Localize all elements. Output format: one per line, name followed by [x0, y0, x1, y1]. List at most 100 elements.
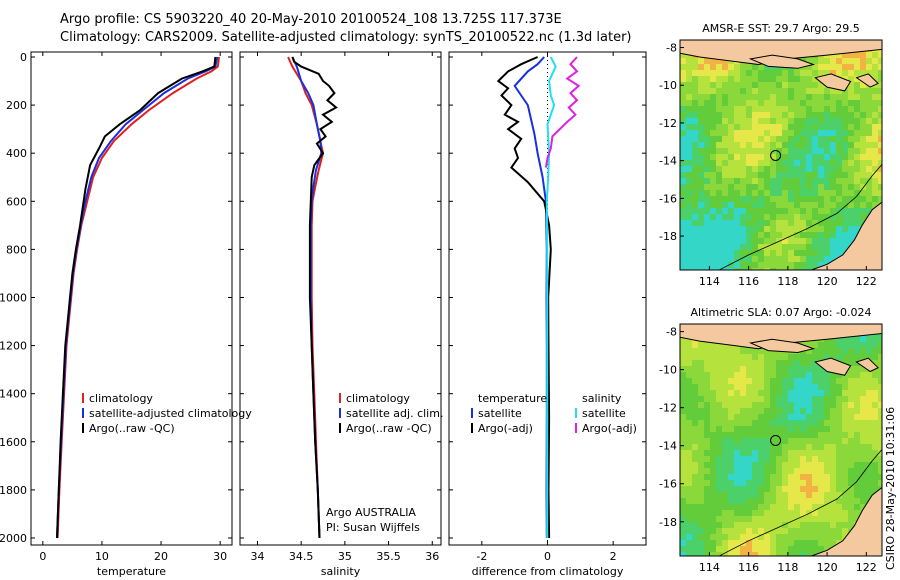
map-cell: [848, 160, 855, 167]
map-cell: [692, 444, 699, 451]
map-x-tick-label: 120: [817, 275, 838, 288]
map-cell: [752, 348, 759, 355]
map-cell: [794, 492, 801, 499]
map-cell: [692, 348, 699, 355]
map-cell: [782, 220, 789, 227]
map-cell: [878, 360, 882, 367]
map-cell: [770, 250, 777, 257]
land-island: [748, 54, 816, 69]
map-cell: [854, 100, 861, 107]
map-cell: [722, 154, 729, 161]
map-cell: [758, 384, 765, 391]
map-cell: [746, 468, 753, 475]
map-cell: [854, 366, 861, 373]
map-cell: [800, 426, 807, 433]
map-cell: [794, 172, 801, 179]
map-cell: [704, 244, 711, 251]
map-cell: [842, 510, 849, 517]
map-cell: [830, 414, 837, 421]
map-cell: [764, 250, 771, 257]
map-cell: [824, 88, 831, 95]
map-cell: [788, 492, 795, 499]
map-cell: [860, 336, 867, 343]
map-cell: [818, 160, 825, 167]
map-cell: [782, 462, 789, 469]
map-cell: [818, 64, 825, 71]
map-cell: [728, 444, 735, 451]
map-cell: [764, 184, 771, 191]
map-cell: [818, 88, 825, 95]
map-y-tick-label: -10: [659, 79, 677, 92]
map-cell: [848, 480, 855, 487]
map-cell: [830, 408, 837, 415]
map-cell: [866, 136, 873, 143]
map-y-tick-label: -12: [659, 402, 677, 415]
map-cell: [866, 480, 873, 487]
map-cell: [764, 130, 771, 137]
map-cell: [776, 444, 783, 451]
map-cell: [848, 420, 855, 427]
map-cell: [746, 226, 753, 233]
map-cell: [764, 106, 771, 113]
map-cell: [878, 196, 882, 203]
map-cell: [788, 88, 795, 95]
map-cell: [770, 528, 777, 535]
map-cell: [770, 208, 777, 215]
map-cell: [704, 88, 711, 95]
map-cell: [800, 100, 807, 107]
map-x-tick-label: 122: [856, 275, 877, 288]
map-cell: [788, 354, 795, 361]
map-cell: [812, 354, 819, 361]
map-cell: [860, 154, 867, 161]
depth-tick-label: 1000: [0, 291, 27, 304]
map-cell: [818, 396, 825, 403]
map-cell: [692, 408, 699, 415]
map-cell: [752, 112, 759, 119]
map-cell: [818, 178, 825, 185]
map-cell: [842, 384, 849, 391]
map-cell: [800, 232, 807, 239]
map-cell: [692, 94, 699, 101]
map-cell: [878, 88, 882, 95]
map-cell: [680, 232, 687, 239]
map-cell: [842, 172, 849, 179]
map-cell: [860, 172, 867, 179]
map-cell: [818, 480, 825, 487]
map-cell: [812, 208, 819, 215]
map-cell: [740, 88, 747, 95]
map-cell: [812, 450, 819, 457]
map-cell: [704, 232, 711, 239]
map-cell: [692, 142, 699, 149]
map-cell: [710, 498, 717, 505]
map-cell: [692, 154, 699, 161]
map-cell: [770, 160, 777, 167]
map-frame: [679, 39, 883, 271]
legend-entry: Argo(..raw -QC): [346, 422, 432, 435]
map-cell: [686, 510, 693, 517]
map-cell: [680, 408, 687, 415]
map-cell: [698, 82, 705, 89]
map-cell: [698, 396, 705, 403]
map-cell: [878, 420, 882, 427]
map-cell: [698, 354, 705, 361]
map-cell: [776, 190, 783, 197]
map-cell: [758, 184, 765, 191]
map-cell: [704, 516, 711, 523]
map-cell: [830, 196, 837, 203]
map-cell: [764, 190, 771, 197]
map-cell: [722, 208, 729, 215]
map-cell: [782, 372, 789, 379]
map-cell: [794, 76, 801, 83]
map-cell: [806, 420, 813, 427]
map-cell: [734, 360, 741, 367]
map-cell: [698, 534, 705, 541]
map-cell: [692, 178, 699, 185]
map-cell: [740, 148, 747, 155]
map-cell: [722, 124, 729, 131]
map-cell: [692, 76, 699, 83]
map-cell: [764, 432, 771, 439]
map-cell: [842, 402, 849, 409]
depth-tick-label: 400: [6, 147, 27, 160]
map-cell: [686, 396, 693, 403]
map-cell: [686, 202, 693, 209]
